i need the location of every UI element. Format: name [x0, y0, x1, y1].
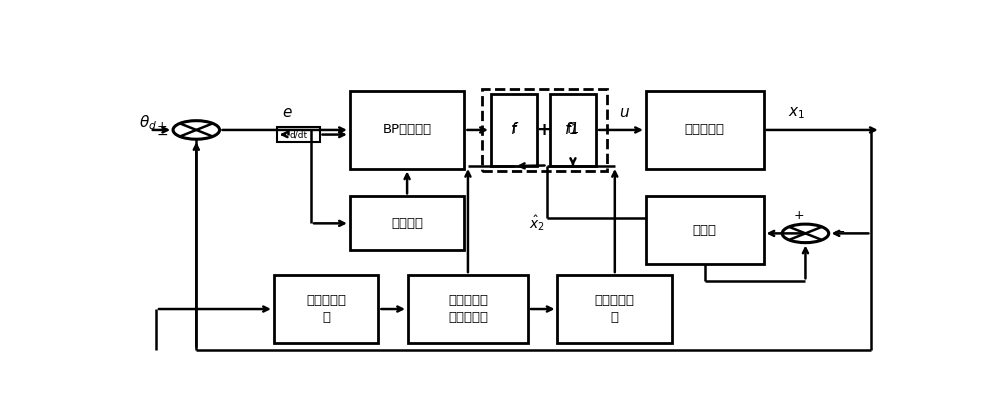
Text: 李雅普洛夫
稳定性分析: 李雅普洛夫 稳定性分析: [448, 294, 488, 324]
Bar: [350, 91, 464, 168]
Text: $x_1$: $x_1$: [788, 105, 805, 121]
Text: 双积分滑模
面: 双积分滑模 面: [306, 294, 346, 324]
Bar: [274, 275, 378, 343]
Bar: [350, 196, 464, 250]
Text: +: +: [793, 209, 804, 222]
Circle shape: [782, 224, 829, 243]
Bar: [646, 91, 764, 168]
Bar: [482, 89, 607, 171]
Bar: [491, 93, 537, 166]
Bar: [408, 275, 528, 343]
Bar: [277, 127, 320, 142]
Text: BP神经网络: BP神经网络: [383, 124, 432, 136]
Text: $u$: $u$: [619, 105, 630, 120]
Text: f1: f1: [565, 122, 581, 137]
Text: −: −: [833, 225, 845, 239]
Bar: [646, 196, 764, 264]
Text: 观测器: 观测器: [693, 224, 717, 237]
Text: 学习算法: 学习算法: [391, 217, 423, 230]
Text: $\theta_d$: $\theta_d$: [139, 113, 157, 132]
Text: −: −: [157, 128, 168, 142]
Text: +: +: [157, 120, 168, 133]
Text: d/dt: d/dt: [289, 130, 307, 139]
Text: f: f: [512, 123, 516, 136]
Text: 电子节气门: 电子节气门: [685, 124, 725, 136]
Text: $e$: $e$: [282, 105, 293, 120]
Bar: [550, 93, 596, 166]
Circle shape: [173, 121, 220, 139]
Text: +: +: [536, 121, 551, 139]
Text: $\hat{x}_2$: $\hat{x}_2$: [529, 214, 545, 233]
Text: 扰动自适应
律: 扰动自适应 律: [595, 294, 635, 324]
Text: f: f: [511, 122, 517, 137]
Bar: [557, 275, 672, 343]
Text: f1: f1: [566, 123, 580, 136]
